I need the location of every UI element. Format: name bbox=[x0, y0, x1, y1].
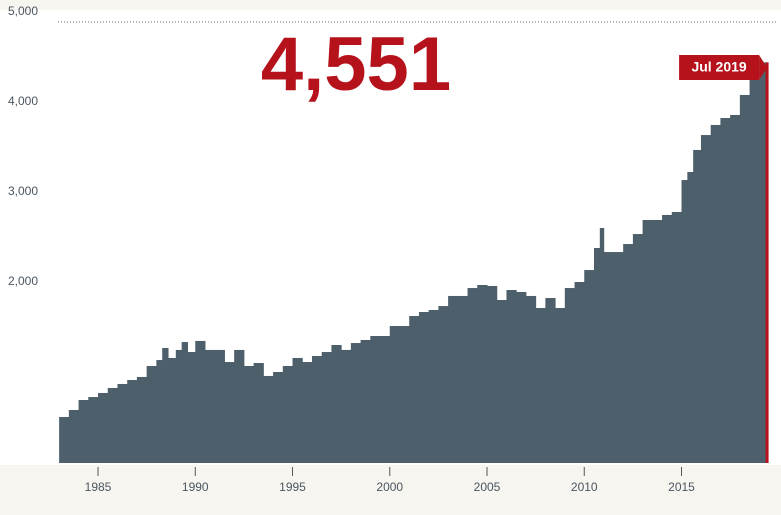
area-step bbox=[263, 375, 274, 463]
area-step bbox=[224, 362, 235, 463]
latest-tag-box bbox=[679, 55, 760, 80]
x-tick-label: 2015 bbox=[668, 480, 695, 494]
area-step bbox=[749, 79, 760, 464]
area-step bbox=[739, 94, 751, 464]
area-step bbox=[117, 383, 128, 463]
area-step bbox=[693, 149, 702, 464]
y-tick-label: 5,000 bbox=[8, 4, 38, 18]
area-step bbox=[78, 400, 89, 463]
area-step bbox=[599, 228, 605, 463]
area-step bbox=[68, 409, 80, 463]
latest-tag-label: Jul 2019 bbox=[691, 59, 746, 75]
area-step bbox=[593, 247, 601, 463]
y-tick-label: 4,000 bbox=[8, 94, 38, 108]
area-step bbox=[525, 295, 537, 463]
area-step bbox=[623, 244, 634, 463]
x-tick-label: 1995 bbox=[279, 480, 306, 494]
area-step bbox=[162, 347, 169, 463]
area-step bbox=[350, 343, 362, 463]
area-step bbox=[671, 211, 683, 463]
latest-tag-arrow bbox=[759, 55, 768, 80]
area-step bbox=[516, 292, 527, 463]
area-step bbox=[168, 357, 177, 463]
area-step bbox=[302, 362, 313, 463]
x-tick-label: 2010 bbox=[571, 480, 598, 494]
area-step bbox=[700, 135, 712, 464]
area-step bbox=[555, 308, 566, 463]
x-tick-label: 2005 bbox=[474, 480, 501, 494]
area-step bbox=[457, 295, 469, 463]
area-step bbox=[380, 336, 391, 463]
area-step bbox=[477, 284, 488, 463]
area-step bbox=[652, 220, 663, 463]
area-step bbox=[341, 349, 352, 463]
area-step bbox=[331, 345, 342, 463]
x-tick-label: 1990 bbox=[182, 480, 209, 494]
latest-value: 4,551 bbox=[261, 22, 451, 107]
area-step bbox=[545, 298, 556, 463]
area-step bbox=[687, 172, 694, 463]
y-tick-label: 3,000 bbox=[8, 184, 38, 198]
area-step bbox=[127, 380, 138, 463]
area-step bbox=[214, 349, 225, 463]
area-step bbox=[632, 234, 644, 463]
area-step bbox=[720, 118, 731, 463]
area-step bbox=[107, 388, 118, 463]
area-step bbox=[311, 355, 323, 463]
area-step bbox=[156, 360, 163, 463]
area-step bbox=[282, 365, 294, 463]
area-step bbox=[360, 339, 371, 463]
area-step bbox=[730, 114, 741, 463]
area-step bbox=[146, 365, 157, 463]
area-step bbox=[662, 214, 673, 463]
area-step bbox=[506, 290, 517, 463]
area-step bbox=[181, 342, 188, 463]
area-step bbox=[292, 357, 303, 463]
area-step bbox=[438, 306, 449, 463]
area-step bbox=[136, 376, 148, 463]
area-step bbox=[175, 349, 183, 463]
area-step bbox=[584, 270, 595, 463]
area-step bbox=[409, 316, 420, 463]
area-step bbox=[642, 220, 653, 463]
area-step bbox=[487, 285, 498, 463]
area-step bbox=[389, 326, 400, 463]
area-step bbox=[253, 363, 264, 463]
area-step bbox=[98, 392, 109, 463]
area-step bbox=[564, 288, 576, 463]
area-step bbox=[234, 349, 245, 463]
area-step bbox=[321, 352, 332, 463]
area-step bbox=[496, 300, 507, 463]
x-tick-label: 1985 bbox=[85, 480, 112, 494]
x-tick-label: 2000 bbox=[376, 480, 403, 494]
area-step bbox=[370, 336, 381, 463]
area-step bbox=[195, 340, 206, 463]
area-step bbox=[273, 372, 284, 463]
y-tick-label: 2,000 bbox=[8, 274, 38, 288]
area-step bbox=[710, 124, 721, 464]
area-step bbox=[681, 180, 688, 464]
area-step bbox=[399, 326, 410, 463]
area-step bbox=[88, 397, 99, 463]
area-step bbox=[574, 282, 585, 463]
area-step bbox=[613, 252, 624, 463]
area-step bbox=[428, 310, 439, 463]
area-step bbox=[204, 349, 216, 463]
area-step bbox=[467, 288, 478, 463]
area-step bbox=[759, 62, 768, 463]
area-step bbox=[243, 365, 255, 463]
area-step bbox=[187, 352, 196, 463]
area-step bbox=[59, 417, 70, 463]
area-step bbox=[418, 311, 430, 463]
area-step bbox=[603, 252, 614, 463]
area-step bbox=[535, 308, 546, 463]
area-step bbox=[448, 295, 459, 463]
